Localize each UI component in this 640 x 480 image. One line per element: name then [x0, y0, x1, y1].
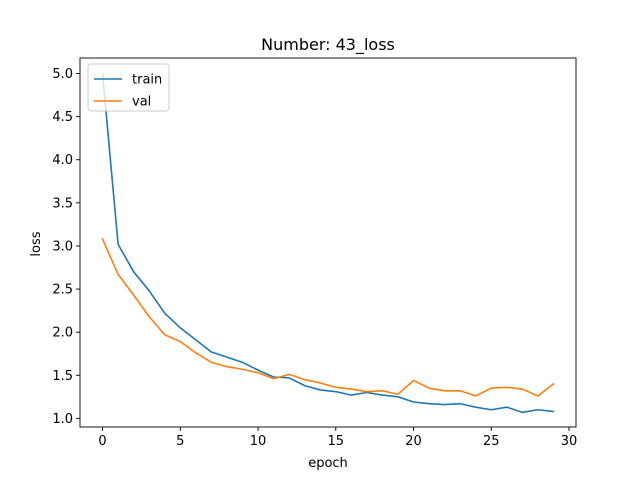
y-tick-label: 2.5: [52, 283, 73, 298]
y-axis-title: loss: [29, 231, 44, 256]
x-tick-label: 25: [483, 434, 500, 449]
chart-title: Number: 43_loss: [261, 35, 395, 55]
x-tick-label: 15: [328, 434, 345, 449]
y-tick-label: 1.5: [52, 369, 73, 384]
legend-box: [87, 63, 170, 112]
plot-area: 0 5 10 15 20 25 30 1.0 1.5 2.0 2.5 3.0 3.5 4.0 4.5 5.0: [52, 57, 578, 449]
legend-label-val: val: [132, 95, 151, 110]
x-tick-label: 0: [98, 434, 106, 449]
y-tick-label: 3.0: [52, 239, 73, 254]
x-tick-label: 20: [405, 434, 422, 449]
x-tick-label: 30: [561, 434, 578, 449]
x-tick-label: 5: [176, 434, 184, 449]
series-line-train: [101, 72, 555, 414]
y-tick-label: 4.5: [52, 110, 73, 125]
series-line-val: [101, 237, 555, 397]
y-tick-label: 2.0: [52, 326, 73, 341]
y-tick-label: 1.0: [52, 412, 73, 427]
y-tick-label: 3.5: [52, 196, 73, 211]
x-axis-title: epoch: [308, 456, 348, 471]
legend: train val: [87, 63, 170, 112]
y-tick-label: 4.0: [52, 153, 73, 168]
x-tick-label: 10: [250, 434, 267, 449]
axes-frame: [79, 57, 577, 428]
y-tick-label: 5.0: [52, 67, 73, 82]
legend-label-train: train: [132, 73, 162, 88]
